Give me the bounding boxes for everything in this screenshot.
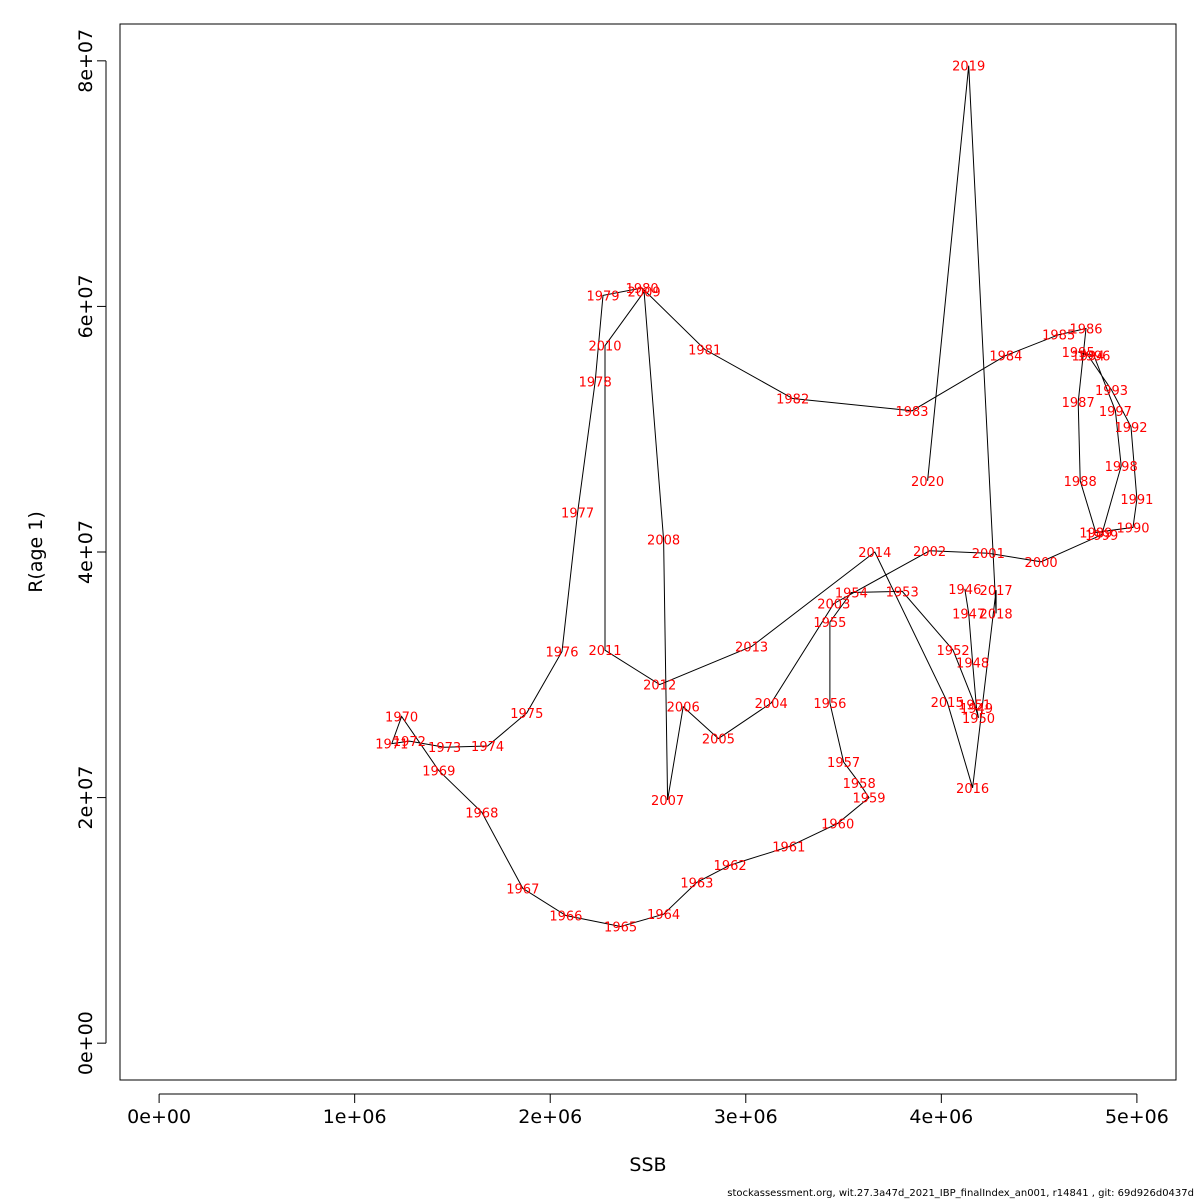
year-label: 1975 [510,707,543,722]
year-label: 2009 [628,286,661,301]
year-label: 1959 [852,792,885,807]
year-label: 2012 [643,679,676,694]
x-tick-label: 5e+06 [1105,1106,1169,1128]
year-label: 1994 [1071,350,1104,365]
x-tick-label: 3e+06 [714,1106,778,1128]
year-label: 1977 [561,507,594,522]
year-label: 1966 [549,910,582,925]
year-label: 1960 [821,817,854,832]
year-label: 2015 [931,696,964,711]
x-axis: 0e+00 1e+06 2e+06 3e+06 4e+06 5e+06 [127,1093,1169,1128]
year-label: 1993 [1095,384,1128,399]
year-label: 1958 [843,777,876,792]
year-label: 1992 [1114,421,1147,436]
year-label: 1973 [428,741,461,756]
year-label: 2018 [980,607,1013,622]
year-label: 1981 [688,343,721,358]
year-label: 1970 [385,711,418,726]
x-tick-label: 4e+06 [909,1106,973,1128]
year-label: 1962 [714,859,747,874]
year-label: 2008 [647,534,680,549]
year-label: 2020 [911,475,944,490]
year-label: 1955 [813,616,846,631]
year-label: 1986 [1069,323,1102,338]
x-axis-title: SSB [629,1154,666,1176]
year-label: 1948 [956,657,989,672]
y-tick-label: 6e+07 [75,274,97,338]
year-label: 1996 [1077,350,1110,365]
x-tick-label: 1e+06 [323,1106,387,1128]
year-label: 1952 [937,644,970,659]
year-label: 1991 [1120,493,1153,508]
year-label: 2011 [588,644,621,659]
year-label: 1999 [1085,529,1118,544]
year-label: 2005 [702,733,735,748]
year-label: 1995 [1062,346,1095,361]
year-label: 1987 [1062,396,1095,411]
y-tick-label: 2e+07 [75,766,97,830]
y-tick-label: 8e+07 [75,29,97,93]
year-label: 1974 [471,740,504,755]
year-label: 1969 [422,765,455,780]
year-label: 2001 [972,547,1005,562]
year-label: 1978 [579,375,612,390]
year-label: 2019 [952,60,985,75]
year-label: 1979 [586,289,619,304]
year-label: 1956 [813,697,846,712]
y-axis-title: R(age 1) [25,511,47,593]
year-label: 2017 [980,584,1013,599]
year-label: 1946 [948,583,981,598]
year-label: 1949 [960,702,993,717]
year-label: 2000 [1025,556,1058,571]
x-tick-label: 0e+00 [127,1106,191,1128]
year-label: 1976 [545,646,578,661]
year-label: 2013 [735,641,768,656]
year-label: 1988 [1064,475,1097,490]
year-label: 1982 [776,393,809,408]
year-label: 1951 [958,698,991,713]
series-line [391,65,1138,928]
year-label: 1963 [680,876,713,891]
year-label: 1950 [962,712,995,727]
year-label: 1968 [465,806,498,821]
y-tick-label: 0e+00 [75,1011,97,1075]
year-label: 2016 [956,782,989,797]
year-label: 2010 [588,340,621,355]
year-label: 2007 [651,794,684,809]
y-tick-label: 4e+07 [75,520,97,584]
year-label: 1971 [375,738,408,753]
x-tick-label: 2e+06 [518,1106,582,1128]
year-label: 1980 [626,282,659,297]
year-label: 1967 [506,882,539,897]
year-label: 1983 [895,405,928,420]
year-label: 1961 [772,841,805,856]
year-label: 2004 [755,697,788,712]
year-label: 1965 [604,921,637,936]
year-label: 1964 [647,908,680,923]
year-label: 1997 [1099,405,1132,420]
year-label: 1954 [835,587,868,602]
year-label: 1972 [393,735,426,750]
y-axis: 0e+00 2e+07 4e+07 6e+07 8e+07 [75,29,107,1075]
plot-frame [119,23,1177,1081]
year-label: 2003 [817,598,850,613]
year-label: 1989 [1079,526,1112,541]
year-label: 1947 [952,607,985,622]
year-label: 1990 [1116,521,1149,536]
year-label: 1953 [886,585,919,600]
year-label: 2002 [913,545,946,560]
year-label: 1957 [827,756,860,771]
year-label: 1998 [1105,460,1138,475]
year-label: 2014 [858,546,891,561]
year-label: 1985 [1042,329,1075,344]
footer-note: stockassessment.org, wit.27.3a47d_2021_I… [727,1188,1194,1199]
year-label: 1984 [989,350,1022,365]
year-label: 2006 [667,701,700,716]
